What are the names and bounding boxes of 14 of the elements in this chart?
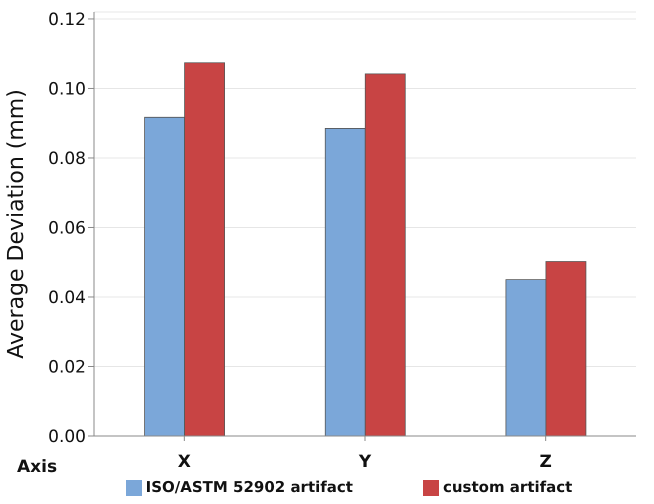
y-tick-label: 0.06: [48, 218, 86, 239]
x-tick-label: Y: [358, 452, 372, 472]
y-tick-label: 0.04: [48, 288, 86, 308]
y-axis-title: Average Deviation (mm): [4, 89, 29, 359]
y-tick-label: 0.00: [48, 427, 86, 448]
x-axis-title: Axis: [17, 457, 58, 478]
y-tick-label: 0.10: [48, 79, 86, 100]
legend-label: custom artifact: [442, 478, 572, 496]
x-tick-label: X: [178, 452, 191, 472]
y-tick-label: 0.02: [48, 358, 86, 378]
y-tick-label: 0.12: [48, 10, 86, 30]
y-tick-label: 0.08: [48, 149, 86, 169]
x-tick-label: Z: [540, 452, 552, 472]
legend-label: ISO/ASTM 52902 artifact: [146, 478, 353, 496]
